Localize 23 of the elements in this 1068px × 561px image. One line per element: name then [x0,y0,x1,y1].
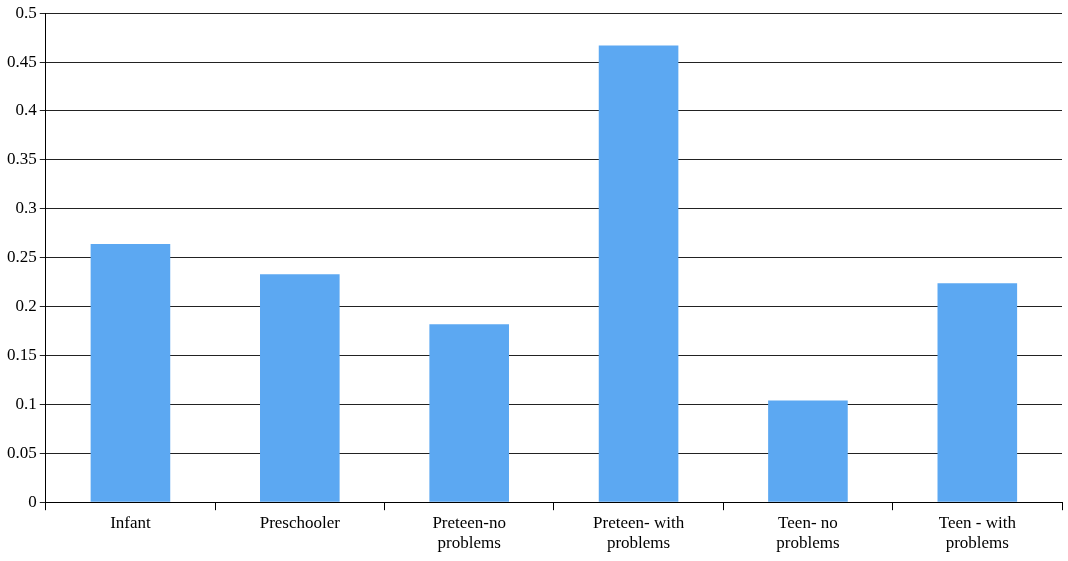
y-tick-label: 0.5 [15,2,37,22]
x-tick-label: Preteen-no problems [432,512,507,553]
y-tick-label: 0.3 [15,198,37,218]
y-tick-label: 0.35 [7,149,37,169]
x-tick-label: Preteen- with problems [593,512,685,553]
x-tick-label: Preschooler [259,512,341,532]
y-tick-label: 0 [28,491,37,511]
bar [768,400,848,502]
bar [260,274,340,502]
y-tick-label: 0.05 [7,442,37,462]
x-tick-label: Teen- no problems [776,512,840,553]
bar [598,45,679,502]
y-tick-label: 0.45 [7,51,37,71]
bar [429,324,509,502]
bar [937,283,1018,502]
bar [90,244,171,502]
y-tick-label: 0.15 [7,344,37,364]
y-tick-label: 0.4 [15,100,38,120]
x-tick-label: Infant [110,512,152,532]
y-tick-label: 0.1 [15,393,37,413]
x-tick-label: Teen - with problems [938,512,1017,553]
y-tick-label: 0.25 [7,247,37,267]
y-tick-label: 0.2 [15,296,37,316]
